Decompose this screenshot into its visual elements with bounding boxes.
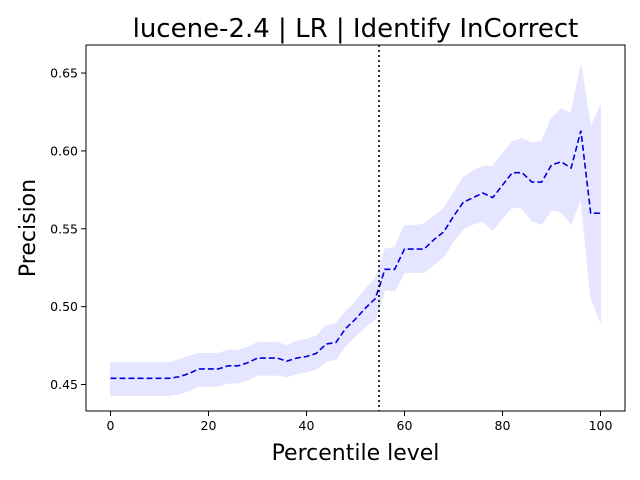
x-tick-label: 100 — [589, 418, 613, 433]
y-tick-label: 0.55 — [50, 221, 78, 236]
chart-title: lucene-2.4 | LR | Identify InCorrect — [133, 14, 579, 44]
y-tick-label: 0.60 — [50, 143, 78, 158]
y-axis-ticks: 0.45 0.50 0.55 0.60 0.65 — [50, 66, 86, 392]
series-line — [110, 130, 601, 380]
y-tick-label: 0.50 — [50, 299, 78, 314]
x-axis-ticks: 0 20 40 60 80 100 — [107, 411, 613, 433]
confidence-band-layer — [110, 65, 601, 396]
plot-area-frame — [85, 44, 626, 412]
x-tick-label: 0 — [107, 418, 115, 433]
x-axis-label: Percentile level — [272, 441, 440, 466]
x-tick-label: 80 — [495, 418, 511, 433]
x-tick-label: 40 — [299, 418, 315, 433]
y-tick-label: 0.65 — [50, 66, 78, 81]
series-line-layer — [110, 130, 601, 380]
y-tick-label: 0.45 — [50, 377, 78, 392]
y-axis-label: Precision — [16, 179, 41, 277]
x-tick-label: 60 — [397, 418, 413, 433]
confidence-band — [110, 65, 601, 396]
x-tick-label: 20 — [201, 418, 217, 433]
